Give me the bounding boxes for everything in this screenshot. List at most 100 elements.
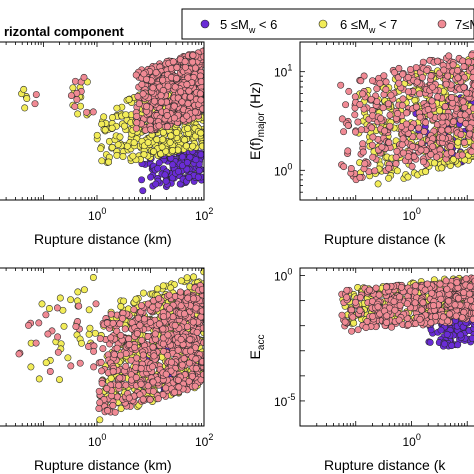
data-point-series-3 [383, 319, 391, 326]
data-point-series-3 [438, 126, 446, 134]
data-point-series-2 [20, 85, 28, 93]
data-point-series-3 [412, 103, 420, 111]
data-point-series-3 [151, 97, 158, 105]
data-point-series-3 [457, 131, 465, 139]
data-point-series-2 [158, 143, 166, 151]
data-point-series-3 [344, 121, 352, 129]
data-point-series-3 [193, 328, 201, 336]
data-point-series-3 [437, 295, 445, 303]
scatter-points [337, 50, 474, 188]
data-point-series-2 [166, 138, 174, 146]
data-point-series-2 [169, 147, 177, 154]
data-point-series-3 [144, 333, 152, 340]
data-point-series-2 [74, 110, 82, 118]
x-axis: 100 [299, 268, 468, 449]
data-point-series-3 [67, 92, 75, 100]
data-point-series-2 [21, 104, 29, 112]
data-point-series-3 [170, 114, 178, 122]
data-point-series-3 [180, 355, 188, 363]
data-point-series-3 [444, 126, 452, 134]
data-point-series-3 [449, 61, 457, 69]
data-point-series-2 [45, 305, 53, 312]
data-point-series-3 [119, 314, 126, 322]
data-point-series-3 [176, 288, 184, 296]
data-point-series-3 [403, 300, 411, 308]
data-point-series-3 [46, 368, 54, 375]
data-point-series-3 [379, 104, 387, 112]
data-point-series-3 [96, 335, 104, 343]
data-point-series-3 [155, 122, 163, 130]
data-point-series-3 [184, 100, 192, 108]
data-point-series-3 [159, 325, 167, 333]
data-point-series-3 [186, 336, 194, 344]
data-point-series-2 [153, 136, 161, 143]
data-point-series-3 [395, 64, 403, 72]
data-point-series-3 [139, 351, 147, 359]
data-point-series-1 [154, 164, 162, 172]
data-point-series-3 [191, 108, 199, 116]
data-point-series-3 [399, 149, 407, 157]
x-axis-label: Rupture distance (km) [34, 457, 172, 473]
data-point-series-3 [382, 283, 390, 291]
data-point-series-3 [171, 83, 179, 91]
data-point-series-3 [139, 90, 147, 98]
data-point-series-3 [185, 87, 193, 95]
data-point-series-3 [170, 102, 178, 110]
data-point-series-2 [150, 148, 158, 155]
data-point-series-3 [192, 364, 200, 372]
data-point-series-3 [131, 344, 139, 352]
data-point-series-3 [72, 323, 80, 330]
data-point-series-2 [159, 282, 167, 290]
data-point-series-3 [117, 331, 125, 339]
data-point-series-3 [419, 299, 427, 307]
data-point-series-3 [109, 367, 117, 375]
data-point-series-3 [371, 167, 379, 175]
data-point-series-1 [169, 161, 177, 169]
data-point-series-3 [362, 324, 370, 332]
data-point-series-3 [443, 285, 451, 293]
data-point-series-2 [121, 122, 128, 130]
data-point-series-2 [140, 151, 148, 159]
y-tick-label: 10-5 [274, 392, 295, 409]
data-point-series-3 [349, 313, 357, 321]
data-point-series-3 [465, 58, 472, 66]
data-point-series-3 [149, 343, 157, 351]
data-point-series-3 [115, 381, 123, 389]
data-point-series-3 [424, 105, 432, 113]
data-point-series-3 [109, 319, 117, 327]
data-point-series-3 [192, 64, 199, 72]
x-axis-label: Rupture distance (k [324, 231, 446, 247]
data-point-series-3 [175, 383, 183, 391]
data-point-series-3 [394, 110, 402, 117]
data-point-series-3 [454, 74, 462, 82]
data-point-series-3 [140, 315, 148, 323]
data-point-series-3 [377, 114, 385, 122]
data-point-series-3 [399, 135, 407, 143]
data-point-series-3 [135, 100, 143, 108]
data-point-series-3 [140, 70, 148, 78]
data-point-series-3 [415, 124, 423, 132]
legend-entry-1: 5 ≤Mw < 6 [200, 17, 277, 35]
data-point-series-3 [110, 351, 118, 359]
data-point-series-3 [404, 153, 412, 161]
y-axis-label: E(f)major (Hz) [247, 82, 267, 160]
data-point-series-3 [162, 370, 170, 378]
data-point-series-3 [378, 143, 386, 151]
data-point-series-3 [149, 84, 157, 92]
data-point-series-3 [146, 396, 154, 404]
data-point-series-3 [178, 361, 186, 369]
data-point-series-3 [462, 275, 470, 283]
data-point-series-3 [357, 77, 365, 85]
data-point-series-3 [404, 73, 412, 81]
data-point-series-3 [398, 141, 406, 149]
data-point-series-1 [437, 326, 445, 334]
data-point-series-3 [411, 299, 419, 307]
data-point-series-3 [189, 51, 197, 59]
data-point-series-3 [450, 118, 458, 126]
data-point-series-3 [189, 58, 197, 66]
data-point-series-2 [93, 131, 101, 139]
data-point-series-1 [162, 177, 170, 185]
data-point-series-3 [382, 86, 390, 93]
data-point-series-3 [427, 319, 435, 327]
data-point-series-2 [56, 294, 64, 302]
